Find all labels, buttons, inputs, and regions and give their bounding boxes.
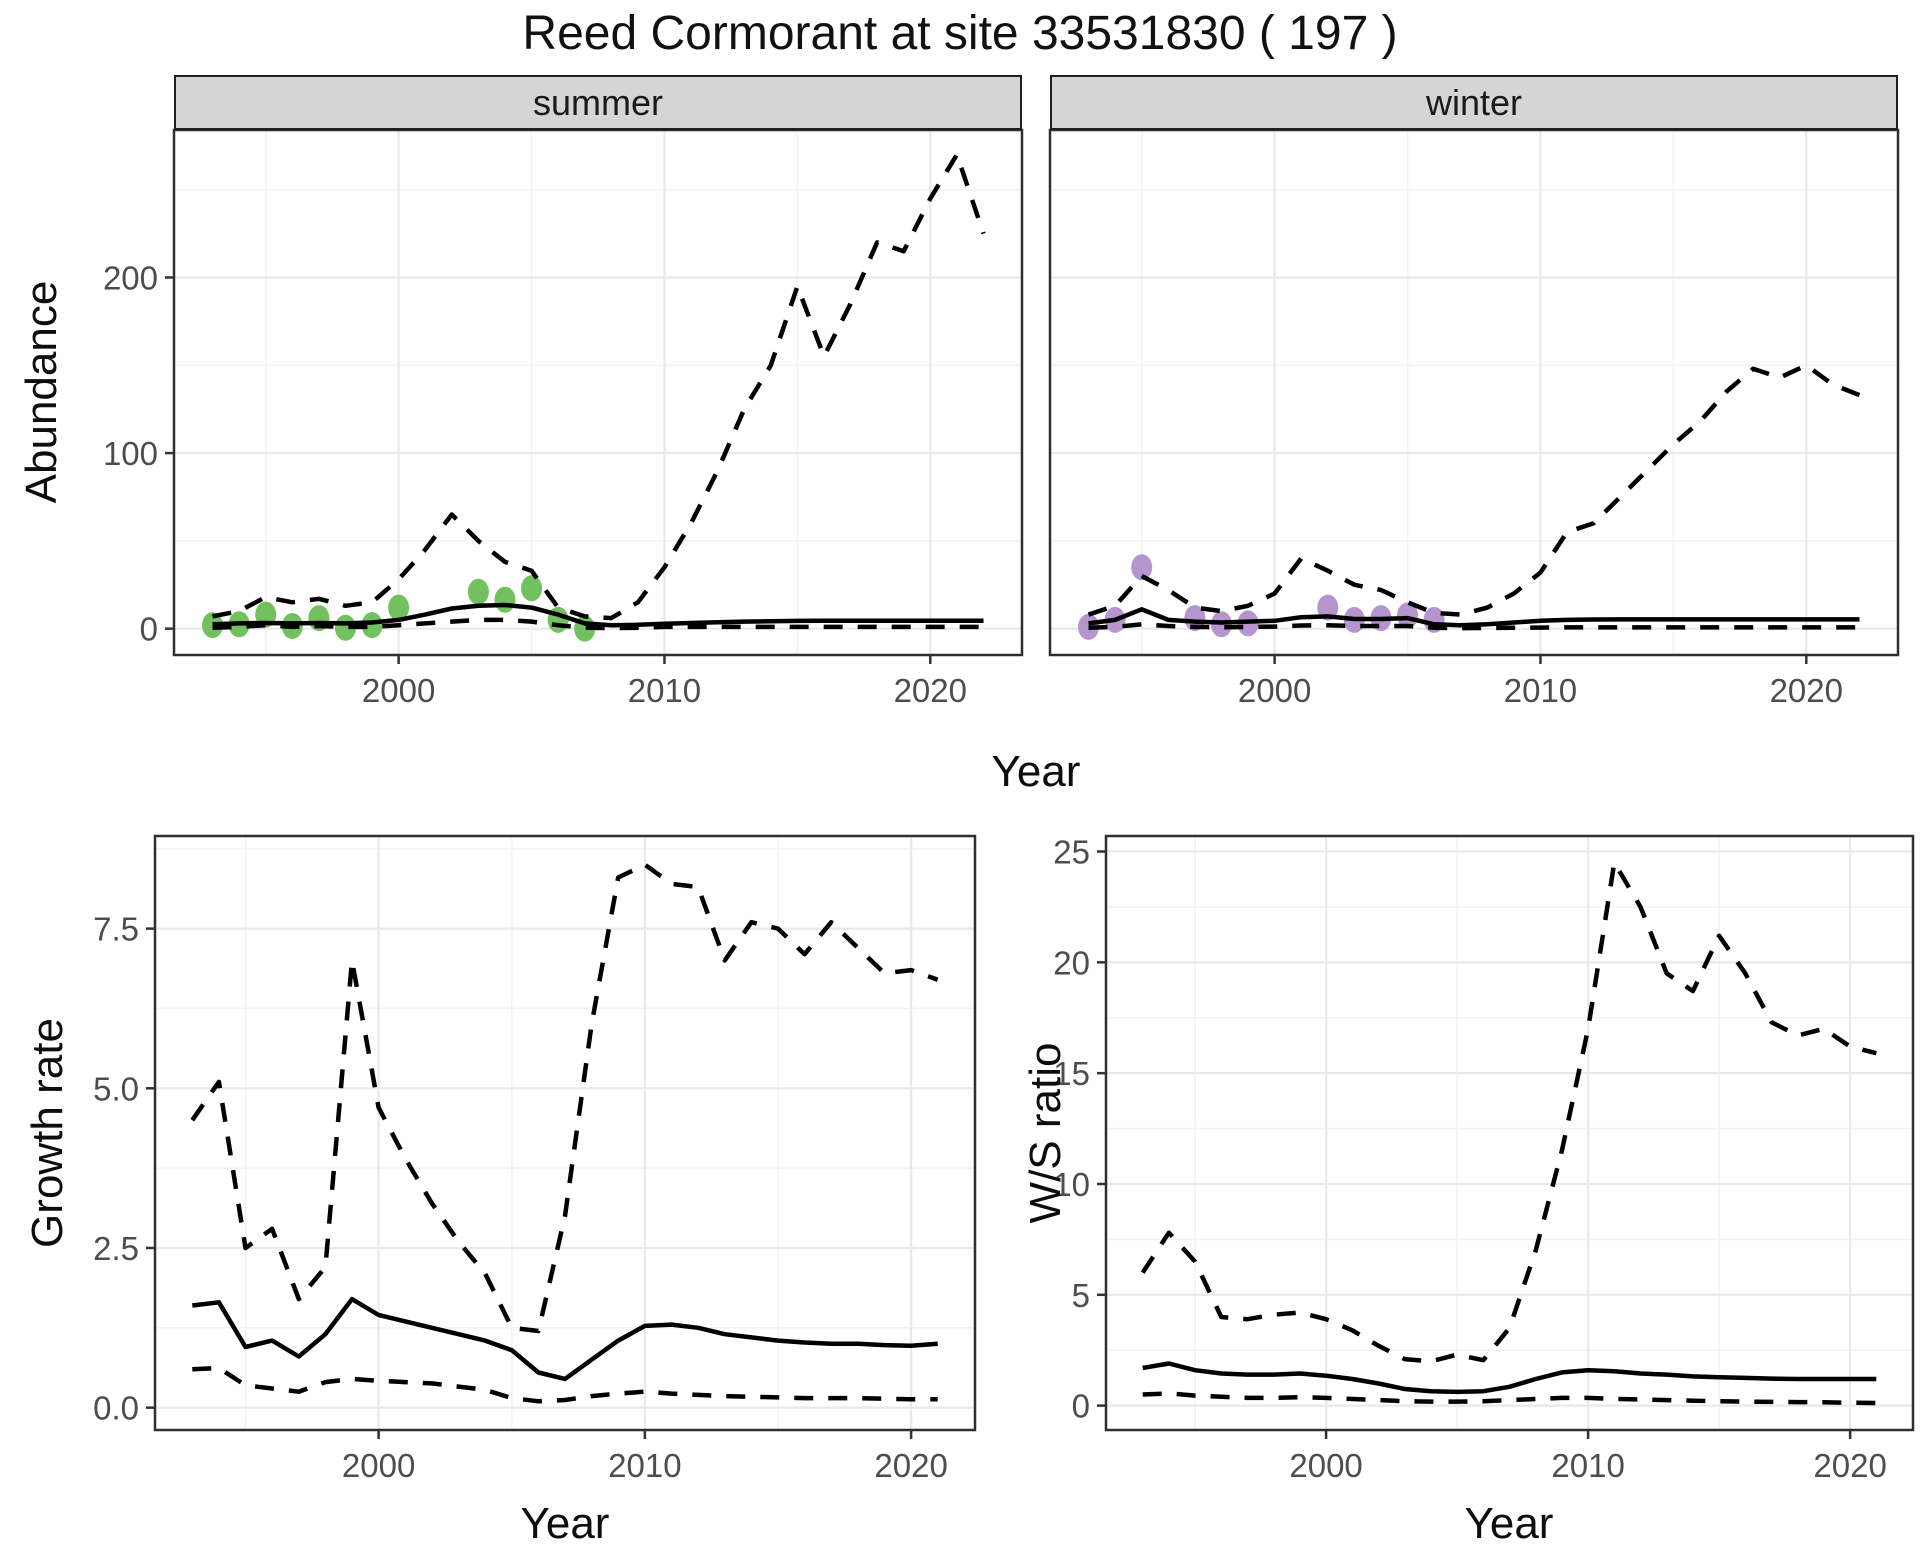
panel-summer-abundance: 2000 2010 2020 0 100 200 [103, 128, 1024, 709]
x-axis-title-year-ws: Year [1464, 1499, 1554, 1548]
x-tick-label: 2000 [1238, 672, 1311, 709]
lower_ci-line-winter-abundance [1088, 622, 1860, 631]
observed-point [467, 578, 489, 605]
observed-point [494, 586, 516, 613]
observed-point [521, 575, 543, 602]
y-tick-label: 25 [1053, 834, 1090, 871]
x-axis-title-year-growth: Year [520, 1499, 610, 1548]
x-tick-label: 2000 [1289, 1447, 1362, 1484]
facet-strip-summer: summer [174, 75, 1022, 130]
facet-label-summer: summer [532, 81, 663, 123]
y-axis-title-abundance: Abundance [17, 280, 66, 504]
observed-point [361, 612, 383, 639]
page-title: Reed Cormorant at site 33531830 ( 197 ) [522, 7, 1398, 60]
grid-minor-summer-abundance [174, 130, 1022, 655]
y-tick-label: 5 [1072, 1277, 1090, 1314]
y-tick-label: 15 [1053, 1055, 1090, 1092]
mean_fit-line-growth-rate [192, 1296, 938, 1382]
observed-point [1317, 594, 1339, 621]
panel-ws-ratio: 2000 2010 2020 0 5 10 15 20 25 [1053, 834, 1915, 1484]
y-tick-label: 7.5 [93, 911, 139, 948]
y-tick-label: 100 [103, 435, 158, 472]
panel-border-growth-rate [153, 834, 977, 1432]
lower_ci-line-growth-rate [192, 1365, 938, 1404]
x-axis-winter-abundance: 2000 2010 2020 [1238, 655, 1843, 709]
panel-background-winter-abundance [1050, 130, 1898, 655]
y-tick-label: 0 [1072, 1388, 1090, 1425]
grid-major-growth-rate [155, 836, 975, 1430]
x-tick-label: 2000 [342, 1447, 415, 1484]
y-tick-label: 0 [140, 611, 158, 648]
upper_ci-line-winter-abundance [1087, 363, 1861, 617]
facet-strip-winter: winter [1050, 75, 1898, 130]
lower_ci-line-summer-abundance [212, 617, 984, 631]
y-tick-label: 200 [103, 259, 158, 296]
x-axis-ws-ratio: 2000 2010 2020 [1289, 1430, 1887, 1484]
x-axis-growth-rate: 2000 2010 2020 [342, 1430, 948, 1484]
x-tick-label: 2020 [1770, 672, 1843, 709]
x-tick-label: 2020 [894, 672, 967, 709]
mean_fit-line-winter-abundance [1088, 607, 1860, 628]
observed-point [1184, 605, 1206, 632]
panel-background-growth-rate [155, 836, 975, 1430]
y-axis-title-growth-rate: Growth rate [23, 1018, 72, 1248]
grid-minor-ws-ratio [1106, 836, 1913, 1430]
panel-border-summer-abundance [172, 128, 1024, 657]
y-tick-label: 5.0 [93, 1070, 139, 1107]
x-tick-label: 2010 [628, 672, 701, 709]
panel-background-summer-abundance [174, 130, 1022, 655]
y-tick-label: 2.5 [93, 1230, 139, 1267]
y-axis-growth-rate: 0.0 2.5 5.0 7.5 [93, 911, 155, 1427]
x-tick-label: 2010 [608, 1447, 681, 1484]
y-axis-ws-ratio: 0 5 10 15 20 25 [1053, 834, 1106, 1425]
observed-point [1397, 602, 1419, 629]
grid-minor-growth-rate [155, 836, 975, 1430]
mean_fit-line-ws-ratio [1142, 1361, 1877, 1395]
panel-winter-abundance: 2000 2010 2020 [1048, 128, 1900, 709]
y-tick-label: 10 [1053, 1166, 1090, 1203]
facet-label-winter: winter [1425, 81, 1523, 123]
y-axis-title-ws-ratio: W/S ratio [1021, 1042, 1070, 1224]
panel-border-winter-abundance [1048, 128, 1900, 657]
x-axis-summer-abundance: 2000 2010 2020 [362, 655, 967, 709]
y-tick-label: 0.0 [93, 1390, 139, 1427]
x-axis-title-year-top: Year [991, 747, 1081, 796]
grid-minor-winter-abundance [1050, 130, 1898, 655]
x-tick-label: 2000 [362, 672, 435, 709]
upper_ci-line-growth-rate [190, 862, 939, 1334]
grid-major-ws-ratio [1106, 836, 1913, 1430]
panel-background-ws-ratio [1106, 836, 1913, 1430]
x-tick-label: 2010 [1551, 1447, 1624, 1484]
observed-point [1131, 554, 1153, 581]
y-axis-summer-abundance: 0 100 200 [103, 259, 174, 648]
y-tick-label: 20 [1053, 944, 1090, 981]
panel-growth-rate: 2000 2010 2020 0.0 2.5 5.0 7.5 [93, 834, 977, 1484]
x-tick-label: 2010 [1504, 672, 1577, 709]
x-tick-label: 2020 [1813, 1447, 1886, 1484]
observed-point [388, 594, 410, 621]
mean_fit-line-summer-abundance [212, 602, 984, 628]
x-tick-label: 2020 [874, 1447, 947, 1484]
panel-border-ws-ratio [1104, 834, 1915, 1432]
